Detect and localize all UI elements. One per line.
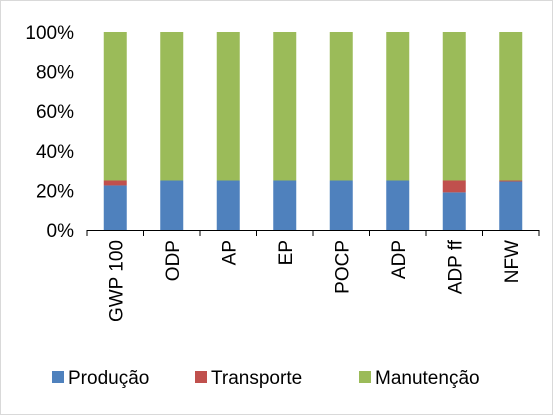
bar-segment-producao [160,180,184,230]
y-axis: 0% 20% 40% 60% 80% 100% [25,23,74,242]
y-tick-label: 0% [47,221,75,242]
legend-swatch [195,371,207,383]
bar-segment-producao [442,192,466,230]
y-tick-label: 100% [25,23,74,44]
legend-label: Produção [68,368,149,389]
x-tick-label: POCP [332,240,353,294]
bar-segment-producao [499,181,523,230]
x-tick-label: NFW [502,240,523,283]
legend-swatch [359,371,371,383]
legend-swatch [52,371,64,383]
bar-segment-producao [216,180,240,230]
bar-segment-manutencao [273,32,297,181]
legend: Produção Transporte Manutenção [52,368,480,389]
x-axis: GWP 100 ODP AP EP POCP ADP ADP ff NFW [86,230,540,322]
x-tick-label: ADP [389,240,410,279]
bar-segment-transporte [103,180,127,186]
bar-segment-manutencao [103,32,127,181]
x-tick-label: AP [219,240,240,265]
x-tick-label: ODP [163,240,184,281]
bar-segment-manutencao [499,32,523,181]
bar-segment-manutencao [386,32,410,181]
bar-segment-producao [329,180,353,230]
bar-segment-manutencao [160,32,184,181]
x-tick-label: GWP 100 [106,240,127,322]
bar-segment-producao [273,180,297,230]
bar-segment-manutencao [216,32,240,181]
x-tick-label: ADP ff [445,239,466,294]
y-tick-label: 40% [36,142,74,163]
legend-label: Transporte [211,368,302,389]
bars [103,32,523,230]
y-tick-label: 80% [36,63,74,84]
y-tick-label: 60% [36,102,74,123]
x-tick-label: EP [276,240,297,265]
y-tick-label: 20% [36,181,74,202]
bar-segment-manutencao [329,32,353,181]
bar-segment-producao [386,180,410,230]
legend-label: Manutenção [375,368,480,389]
bar-segment-transporte [442,180,466,193]
bar-segment-manutencao [442,32,466,181]
bar-segment-transporte [499,180,523,182]
bar-segment-producao [103,185,127,230]
